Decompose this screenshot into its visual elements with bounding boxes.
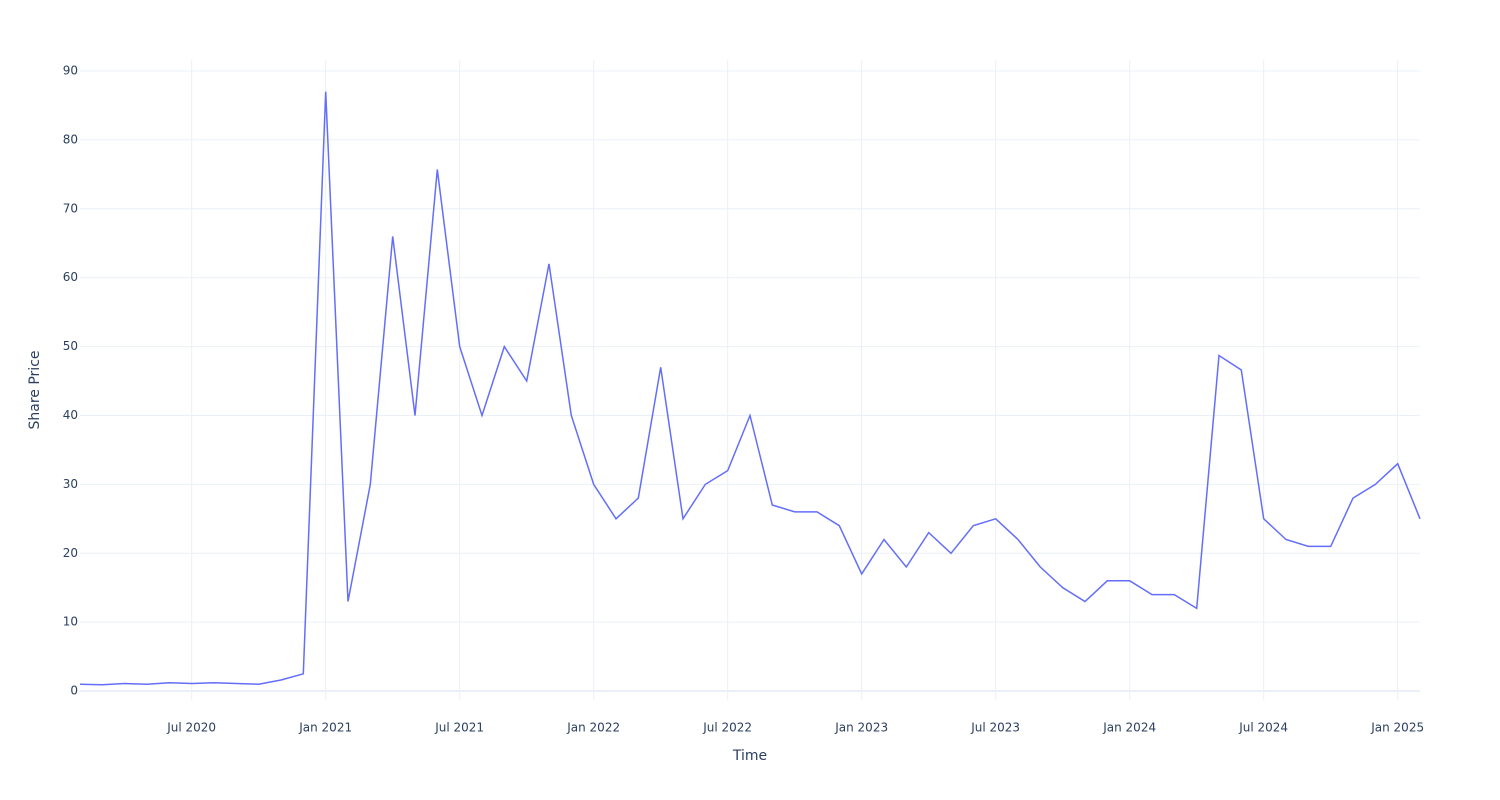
y-tick-label: 20	[63, 546, 78, 560]
price-line	[79, 91, 1421, 686]
x-tick-label: Jan 2025	[1370, 721, 1424, 735]
y-tick-label: 10	[63, 615, 78, 629]
x-tick-label: Jan 2024	[1102, 721, 1156, 735]
y-axis-label: Share Price	[27, 350, 43, 429]
x-tick-label: Jul 2024	[1238, 721, 1288, 735]
x-tick-label: Jan 2021	[298, 721, 352, 735]
y-tick-label: 40	[63, 408, 78, 422]
y-tick-label: 0	[70, 684, 78, 698]
x-tick-label: Jan 2023	[834, 721, 888, 735]
y-tick-label: 60	[63, 270, 78, 284]
y-tick-label: 30	[63, 477, 78, 491]
x-tick-label: Jul 2021	[434, 721, 484, 735]
y-tick-label: 50	[63, 339, 78, 353]
x-tick-label: Jul 2023	[970, 721, 1020, 735]
y-tick-label: 90	[63, 64, 78, 78]
x-tick-label: Jul 2020	[166, 721, 216, 735]
y-tick-label: 70	[63, 201, 78, 215]
x-axis-label: Time	[732, 748, 767, 764]
x-tick-label: Jul 2022	[702, 721, 752, 735]
x-tick-label: Jan 2022	[566, 721, 620, 735]
y-tick-label: 80	[63, 132, 78, 146]
